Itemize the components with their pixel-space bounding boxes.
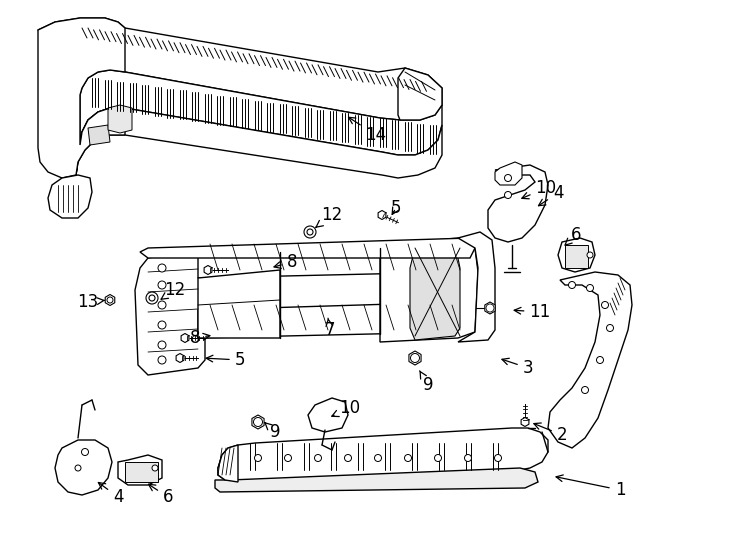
- Polygon shape: [76, 108, 442, 178]
- Circle shape: [495, 455, 501, 462]
- Polygon shape: [410, 244, 460, 340]
- Circle shape: [158, 301, 166, 309]
- Circle shape: [149, 295, 155, 301]
- Polygon shape: [252, 415, 264, 429]
- Text: 7: 7: [324, 318, 335, 339]
- Text: 13: 13: [77, 293, 104, 311]
- Polygon shape: [48, 175, 92, 218]
- Circle shape: [587, 252, 593, 258]
- Polygon shape: [565, 245, 588, 268]
- Circle shape: [410, 354, 420, 362]
- Text: 9: 9: [265, 422, 280, 441]
- Circle shape: [374, 455, 382, 462]
- Polygon shape: [140, 238, 475, 258]
- Polygon shape: [38, 18, 125, 178]
- Circle shape: [504, 192, 512, 199]
- Circle shape: [307, 229, 313, 235]
- Circle shape: [586, 285, 594, 292]
- Polygon shape: [176, 354, 184, 362]
- Circle shape: [486, 304, 494, 312]
- Text: 11: 11: [514, 303, 550, 321]
- Polygon shape: [215, 468, 538, 492]
- Polygon shape: [521, 417, 529, 427]
- Text: 8: 8: [190, 329, 210, 347]
- Polygon shape: [495, 162, 522, 185]
- Text: 14: 14: [349, 117, 387, 144]
- Text: 6: 6: [148, 484, 173, 506]
- Circle shape: [569, 281, 575, 288]
- Text: 3: 3: [502, 358, 534, 377]
- Circle shape: [465, 455, 471, 462]
- Polygon shape: [548, 272, 632, 448]
- Polygon shape: [118, 455, 162, 485]
- Polygon shape: [80, 70, 442, 155]
- Circle shape: [158, 356, 166, 364]
- Polygon shape: [218, 428, 548, 482]
- Polygon shape: [105, 294, 115, 306]
- Polygon shape: [181, 334, 189, 342]
- Circle shape: [344, 455, 352, 462]
- Polygon shape: [198, 270, 280, 338]
- Polygon shape: [204, 266, 212, 274]
- Circle shape: [606, 325, 614, 332]
- Polygon shape: [38, 18, 442, 120]
- Circle shape: [404, 455, 412, 462]
- Polygon shape: [198, 242, 468, 278]
- Text: 2: 2: [534, 423, 567, 444]
- Text: 4: 4: [98, 482, 123, 506]
- Polygon shape: [458, 232, 495, 342]
- Circle shape: [81, 449, 89, 456]
- Polygon shape: [484, 302, 495, 314]
- Text: 5: 5: [390, 199, 401, 217]
- Polygon shape: [88, 125, 110, 145]
- Circle shape: [152, 465, 158, 471]
- Circle shape: [158, 341, 166, 349]
- Circle shape: [601, 301, 608, 308]
- Polygon shape: [135, 250, 205, 375]
- Text: 5: 5: [206, 351, 245, 369]
- Polygon shape: [488, 165, 548, 242]
- Text: 12: 12: [316, 206, 343, 227]
- Circle shape: [435, 455, 441, 462]
- Polygon shape: [558, 238, 595, 272]
- Text: 8: 8: [274, 253, 297, 271]
- Text: 9: 9: [420, 371, 433, 394]
- Polygon shape: [218, 445, 238, 482]
- Text: 12: 12: [161, 281, 186, 299]
- Circle shape: [304, 226, 316, 238]
- Circle shape: [253, 417, 263, 427]
- Polygon shape: [125, 462, 158, 482]
- Polygon shape: [198, 302, 468, 338]
- Text: 10: 10: [522, 179, 556, 199]
- Text: 10: 10: [332, 399, 360, 417]
- Polygon shape: [378, 211, 386, 219]
- Circle shape: [581, 387, 589, 394]
- Text: 1: 1: [556, 475, 625, 499]
- Circle shape: [597, 356, 603, 363]
- Circle shape: [158, 264, 166, 272]
- Circle shape: [255, 455, 261, 462]
- Circle shape: [504, 174, 512, 181]
- Circle shape: [285, 455, 291, 462]
- Text: 4: 4: [539, 184, 563, 206]
- Circle shape: [75, 465, 81, 471]
- Text: 6: 6: [565, 226, 581, 245]
- Polygon shape: [409, 351, 421, 365]
- Circle shape: [107, 297, 113, 303]
- Circle shape: [158, 321, 166, 329]
- Circle shape: [158, 281, 166, 289]
- Circle shape: [314, 455, 321, 462]
- Polygon shape: [380, 238, 478, 342]
- Circle shape: [146, 292, 158, 304]
- Polygon shape: [308, 398, 348, 432]
- Polygon shape: [108, 105, 132, 133]
- Polygon shape: [55, 440, 112, 495]
- Polygon shape: [398, 68, 442, 120]
